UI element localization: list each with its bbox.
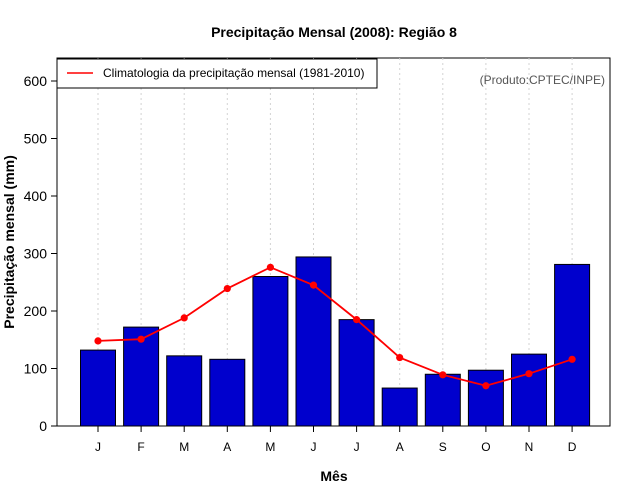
y-tick-label: 200: [24, 303, 48, 319]
chart-title: Precipitação Mensal (2008): Região 8: [211, 24, 457, 40]
bar: [166, 355, 203, 427]
bar: [554, 263, 591, 427]
y-tick-label: 0: [39, 418, 47, 434]
climatology-point: [94, 337, 102, 345]
bar: [209, 358, 246, 427]
climatology-point: [223, 284, 231, 293]
y-axis: 0 100 200 300 400 500 600: [24, 73, 57, 434]
bar: [424, 373, 461, 427]
plot-area: [56, 57, 611, 427]
legend-box: [56, 58, 378, 89]
x-tick-label: J: [311, 440, 317, 454]
climatology-point: [396, 353, 404, 362]
legend: Climatologia da precipitação mensal (198…: [56, 58, 378, 89]
climatology-point: [353, 316, 361, 324]
legend-label: Climatologia da precipitação mensal (198…: [103, 66, 364, 80]
x-tick-label: S: [439, 440, 447, 454]
x-tick-label: M: [265, 440, 275, 454]
climatology-point: [180, 314, 188, 322]
x-tick-label: M: [179, 440, 189, 454]
bar: [467, 369, 504, 427]
climatology-point: [525, 370, 533, 378]
source-annotation: (Produto:CPTEC/INPE): [480, 73, 605, 87]
y-tick-label: 100: [24, 361, 48, 377]
x-tick-label: F: [137, 440, 144, 454]
bar: [338, 319, 375, 427]
x-tick-label: A: [396, 440, 404, 454]
x-tick-label: J: [95, 440, 101, 454]
x-axis-label: Mês: [320, 468, 347, 484]
y-tick-label: 500: [24, 131, 48, 147]
climatology-line: [94, 263, 576, 390]
climatology-point: [439, 371, 447, 379]
bar: [511, 353, 547, 427]
y-tick-label: 300: [24, 246, 48, 262]
climatology-point: [309, 281, 318, 289]
bar: [381, 387, 418, 427]
y-tick-label: 600: [24, 73, 48, 89]
climatology-point: [266, 263, 274, 271]
climatology-point: [482, 382, 490, 390]
x-tick-label: N: [525, 440, 534, 454]
x-tick-label: A: [223, 440, 231, 454]
y-axis-label: Precipitação mensal (mm): [1, 155, 17, 329]
bars: [80, 256, 591, 427]
bar: [80, 349, 116, 427]
y-tick-label: 400: [24, 188, 48, 204]
climatology-point: [568, 355, 576, 363]
x-tick-label: J: [354, 440, 360, 454]
x-tick-label: D: [568, 440, 577, 454]
x-tick-label: O: [481, 440, 490, 454]
bar: [252, 276, 289, 427]
climatology-polyline: [97, 266, 573, 387]
climatology-point: [137, 335, 145, 343]
